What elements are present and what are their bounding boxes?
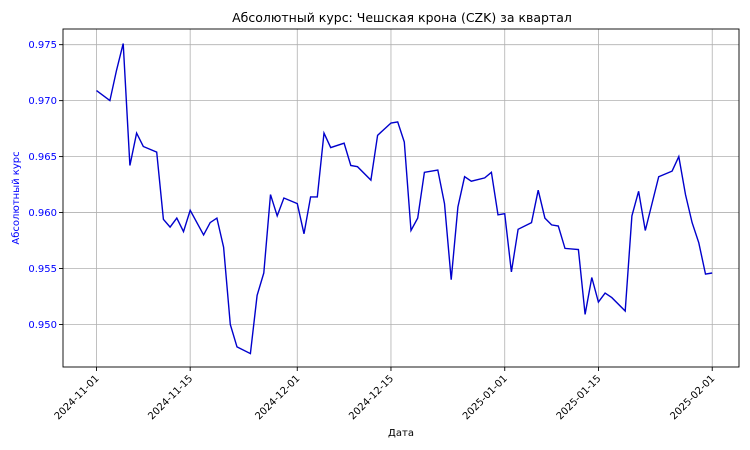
y-tick-label: 0.965	[28, 152, 57, 163]
y-tick-label: 0.970	[28, 96, 57, 107]
y-tick-label: 0.975	[28, 40, 57, 51]
chart-title: Абсолютный курс: Чешская крона (CZK) за …	[232, 10, 572, 25]
x-tick-label: 2024-12-15	[347, 373, 396, 422]
x-tick-label: 2024-12-01	[253, 373, 302, 422]
y-tick-label: 0.960	[28, 208, 57, 219]
x-axis: 2024-11-01 2024-11-15 2024-12-01 2024-12-15…	[53, 367, 718, 422]
y-tick-label: 0.955	[28, 264, 57, 275]
x-tick-label: 2025-02-01	[668, 373, 717, 422]
x-tick-label: 2024-11-15	[146, 373, 195, 422]
y-tick-label: 0.950	[28, 320, 57, 331]
plot-frame	[63, 29, 739, 367]
x-tick-label: 2025-01-15	[555, 373, 604, 422]
series-line	[97, 44, 713, 354]
y-axis-label: Абсолютный курс	[11, 151, 22, 244]
x-tick-label: 2024-11-01	[53, 373, 102, 422]
y-axis: 0.950 0.955 0.960 0.965 0.970 0.975	[28, 40, 63, 331]
grid	[63, 29, 739, 367]
x-tick-label: 2025-01-01	[461, 373, 510, 422]
x-axis-label: Дата	[388, 428, 414, 439]
